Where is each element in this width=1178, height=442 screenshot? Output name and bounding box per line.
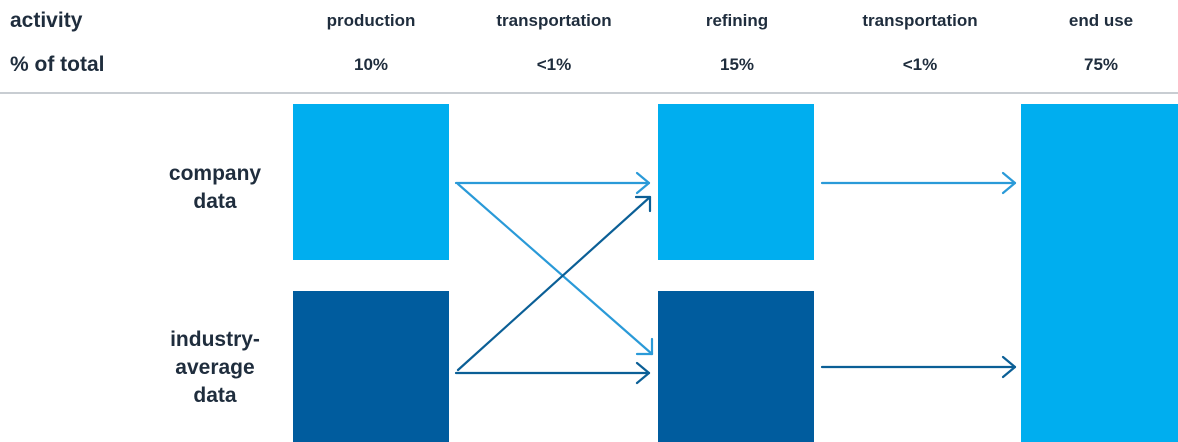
industry-average-data-text: industry-average data <box>170 328 260 407</box>
arrow-company-to-company <box>454 171 651 195</box>
stage-production: production <box>326 11 416 30</box>
end-use-box <box>1021 104 1178 442</box>
activity-label: activity <box>10 9 83 32</box>
row-label-company-data: company data <box>130 160 300 216</box>
row-label-industry-average-data: industry-average data <box>130 326 300 410</box>
arrow-industry-to-company <box>456 195 652 372</box>
stage-transportation-1: transportation <box>496 11 612 30</box>
percent-transportation-1: <1% <box>536 55 572 74</box>
percent-production: 10% <box>353 55 389 74</box>
header-row-activity: activity production transportation refin… <box>0 6 1178 36</box>
percent-label: % of total <box>10 53 105 76</box>
production-company-box <box>293 104 449 260</box>
refining-company-box <box>658 104 814 260</box>
percent-transportation-2: <1% <box>902 55 938 74</box>
stage-transportation-2: transportation <box>862 11 978 30</box>
header-divider <box>0 92 1178 94</box>
production-industry-box <box>293 291 449 442</box>
percent-end-use: 75% <box>1083 55 1119 74</box>
arrow-company-to-industry <box>456 182 654 356</box>
percent-refining: 15% <box>719 55 755 74</box>
company-data-text: company data <box>168 162 262 213</box>
stage-refining: refining <box>705 11 769 30</box>
arrow-refining-industry-to-end-use <box>820 355 1017 379</box>
arrow-refining-company-to-end-use <box>820 171 1017 195</box>
header-row-percent: % of total 10% <1% 15% <1% 75% <box>0 50 1178 80</box>
arrow-industry-to-industry <box>454 361 651 385</box>
refining-industry-box <box>658 291 814 442</box>
stage-end-use: end use <box>1068 11 1134 30</box>
